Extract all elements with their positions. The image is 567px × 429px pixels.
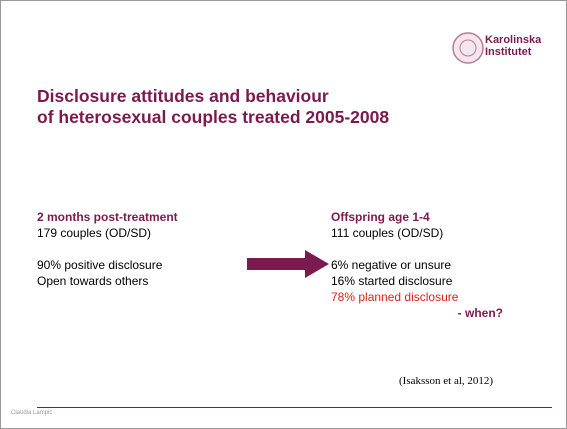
footer-text: Claudia Lampic: [11, 410, 53, 416]
highlight-line: 78% planned disclosure: [331, 290, 459, 304]
text-line: Open towards others: [37, 274, 149, 288]
slide-title: Disclosure attitudes and behaviour of he…: [37, 86, 390, 127]
text-line: 90% positive disclosure: [37, 258, 163, 272]
text-line: 16% started disclosure: [331, 274, 453, 288]
logo-emblem: [452, 32, 484, 64]
citation: (Isaksson et al, 2012): [399, 375, 494, 387]
right-column: Offspring age 1-4 111 couples (OD/SD) 6% …: [331, 209, 503, 321]
left-heading: 2 months post-treatment: [37, 210, 178, 224]
logo-text: Karolinska Institutet: [485, 34, 542, 58]
text-line: 6% negative or unsure: [331, 258, 452, 272]
left-column: 2 months post-treatment 179 couples (OD/…: [37, 209, 178, 289]
arrow: [247, 250, 329, 278]
text-line: [331, 241, 503, 257]
question-line: - when?: [457, 306, 503, 320]
text-line: [37, 241, 178, 257]
footer-rule: [37, 407, 552, 408]
text-line: 111 couples (OD/SD): [331, 226, 444, 240]
right-heading: Offspring age 1-4: [331, 210, 430, 224]
text-line: 179 couples (OD/SD): [37, 226, 152, 240]
